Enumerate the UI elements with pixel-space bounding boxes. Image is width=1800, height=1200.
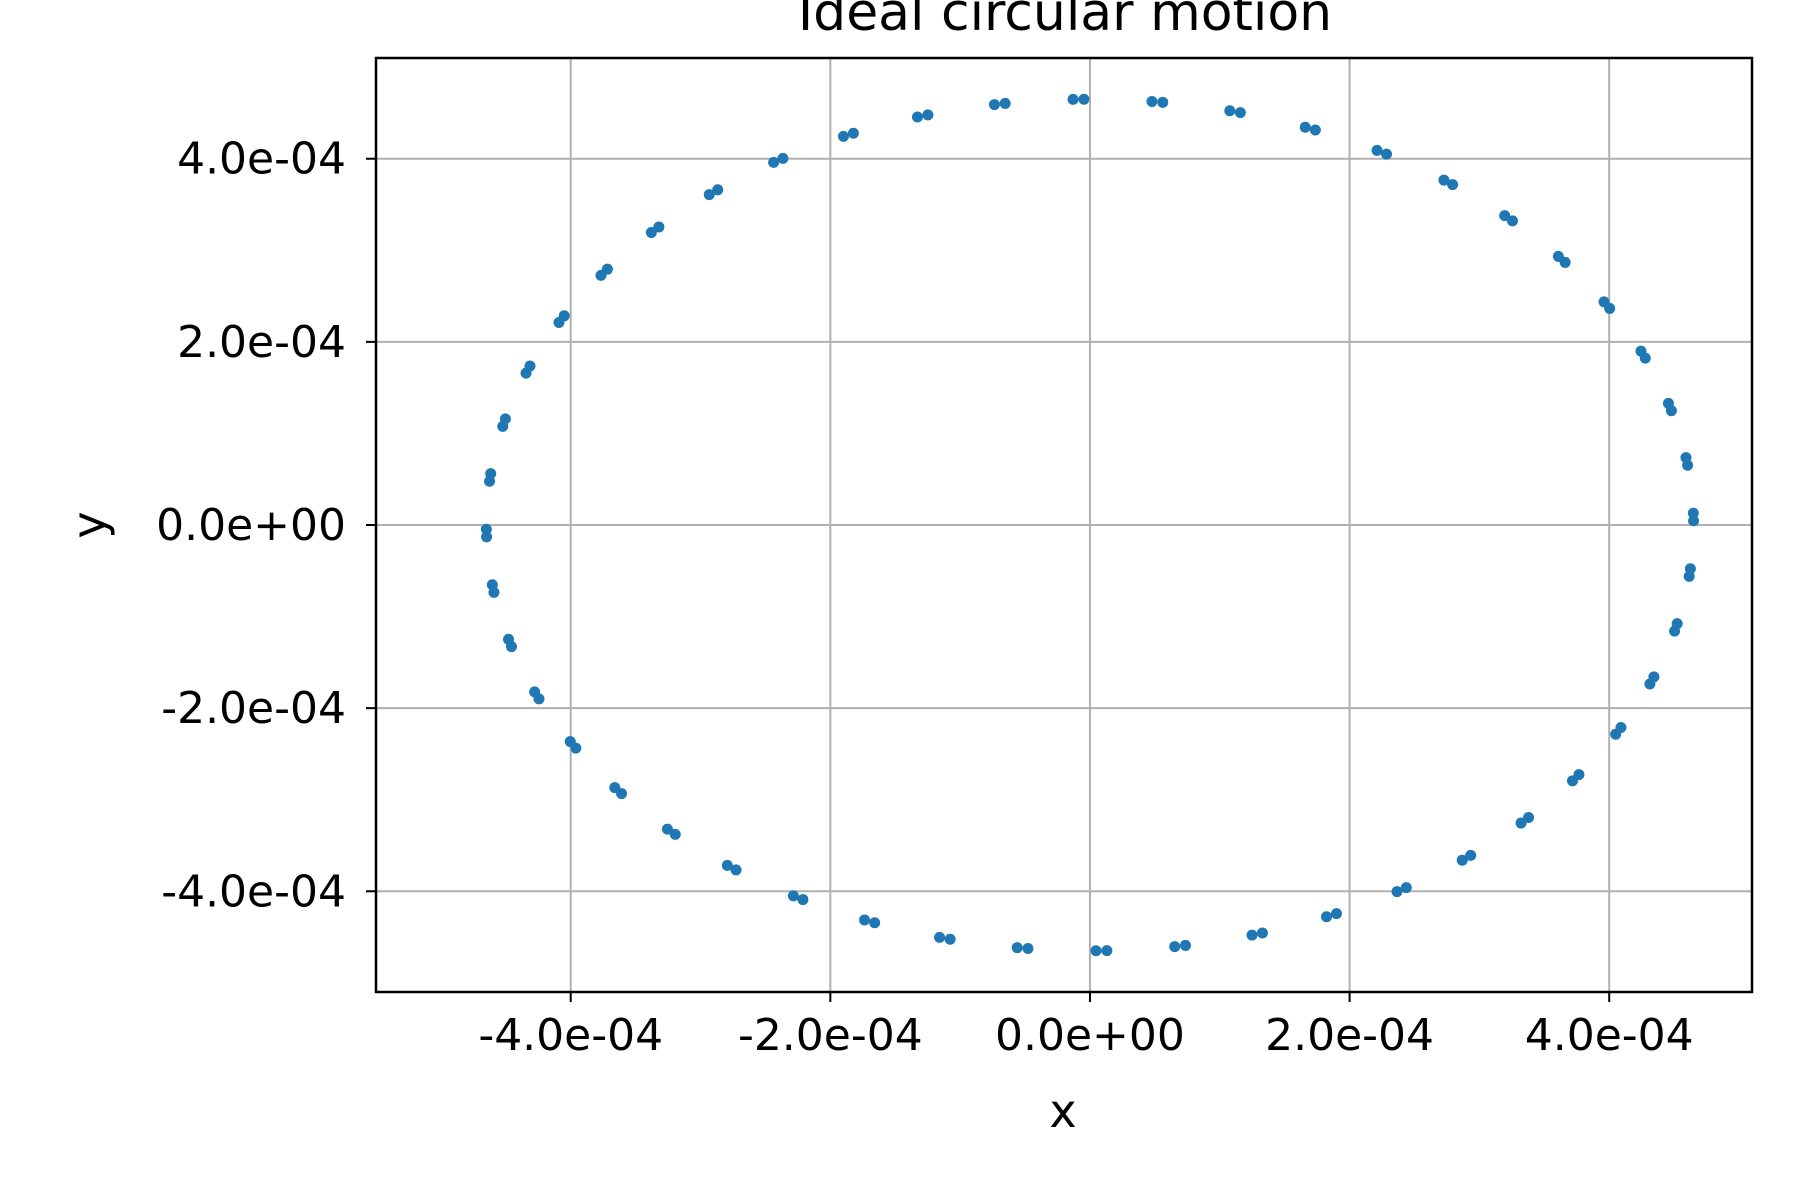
- data-point: [1179, 939, 1191, 951]
- data-point: [533, 693, 545, 705]
- data-point: [1598, 296, 1610, 308]
- data-point: [1684, 563, 1696, 575]
- axis-ticks: -4.0e-04 -2.0e-04 0.0e+00 2.0e-04 4.0e-04 4.0…: [156, 134, 1694, 1061]
- data-point: [1022, 943, 1034, 955]
- data-point: [1391, 886, 1403, 898]
- data-point: [616, 788, 628, 800]
- data-point: [1635, 345, 1647, 357]
- data-point: [1552, 250, 1564, 262]
- data-point: [787, 890, 799, 902]
- data-point: [1169, 941, 1181, 953]
- data-point: [506, 641, 518, 653]
- data-point: [1515, 817, 1527, 829]
- data-point: [661, 823, 673, 835]
- chart-title: Ideal circular motion: [798, 0, 1332, 43]
- data-point: [1224, 105, 1236, 117]
- data-point: [837, 130, 849, 142]
- x-tick-label: -2.0e-04: [738, 1010, 923, 1061]
- data-point: [1299, 121, 1311, 133]
- data-point: [570, 742, 582, 754]
- data-point: [1234, 107, 1246, 119]
- data-point: [859, 914, 871, 926]
- data-point: [922, 109, 934, 121]
- data-point: [730, 864, 742, 876]
- data-point: [1101, 945, 1113, 957]
- data-point: [1447, 179, 1459, 191]
- data-point: [653, 221, 665, 233]
- data-point: [703, 189, 715, 201]
- y-tick-label: 2.0e-04: [177, 317, 346, 368]
- data-point: [1465, 849, 1477, 861]
- data-point: [1146, 95, 1158, 107]
- data-point: [480, 523, 492, 535]
- data-point: [1662, 397, 1674, 409]
- data-point: [1321, 911, 1333, 923]
- data-point: [484, 475, 496, 487]
- y-axis-label: y: [62, 511, 116, 538]
- data-point: [1157, 96, 1169, 108]
- data-point: [911, 111, 923, 123]
- data-point: [1246, 929, 1258, 941]
- y-tick-label: 4.0e-04: [177, 134, 346, 185]
- data-point: [1381, 148, 1393, 160]
- data-point: [944, 933, 956, 945]
- data-point: [1090, 945, 1102, 957]
- data-point: [1648, 671, 1660, 683]
- data-point: [1573, 769, 1585, 781]
- data-point: [1687, 507, 1699, 519]
- data-point: [1499, 210, 1511, 222]
- y-tick-label: 0.0e+00: [156, 500, 346, 551]
- data-point: [1256, 927, 1268, 939]
- data-point: [721, 859, 733, 871]
- data-point: [1680, 452, 1692, 464]
- data-point: [1400, 882, 1412, 894]
- x-tick-label: -4.0e-04: [478, 1010, 663, 1061]
- data-point: [1078, 93, 1090, 105]
- data-point: [797, 894, 809, 906]
- x-tick-label: 4.0e-04: [1525, 1010, 1694, 1061]
- data-point: [497, 420, 509, 432]
- x-tick-label: 0.0e+00: [995, 1010, 1185, 1061]
- data-point: [777, 152, 789, 164]
- data-point: [1523, 812, 1535, 824]
- data-point: [1330, 908, 1342, 920]
- data-point: [1371, 144, 1383, 156]
- x-tick-label: 2.0e-04: [1265, 1010, 1434, 1061]
- data-point: [1438, 174, 1450, 186]
- data-point: [595, 269, 607, 281]
- data-point: [1011, 942, 1023, 954]
- data-point: [1671, 618, 1683, 630]
- data-point: [488, 586, 500, 598]
- data-point: [1309, 124, 1321, 136]
- y-tick-label: -4.0e-04: [161, 866, 346, 917]
- grid-lines: [376, 58, 1752, 992]
- data-point: [999, 97, 1011, 109]
- data-point: [520, 367, 532, 379]
- data-point: [1456, 854, 1468, 866]
- data-point: [481, 531, 493, 543]
- data-point: [768, 156, 780, 168]
- y-tick-label: -2.0e-04: [161, 683, 346, 734]
- data-point: [1067, 93, 1079, 105]
- data-point: [1615, 721, 1627, 733]
- scatter-points: [480, 93, 1700, 957]
- data-point: [645, 226, 657, 238]
- data-point: [1688, 515, 1700, 527]
- data-point: [1506, 215, 1518, 227]
- data-point: [712, 184, 724, 196]
- data-point: [988, 99, 1000, 111]
- data-point: [847, 127, 859, 139]
- data-point: [669, 828, 681, 840]
- data-point: [934, 931, 946, 943]
- data-point: [869, 917, 881, 929]
- data-point: [553, 317, 565, 329]
- x-axis-label: x: [1049, 1084, 1076, 1138]
